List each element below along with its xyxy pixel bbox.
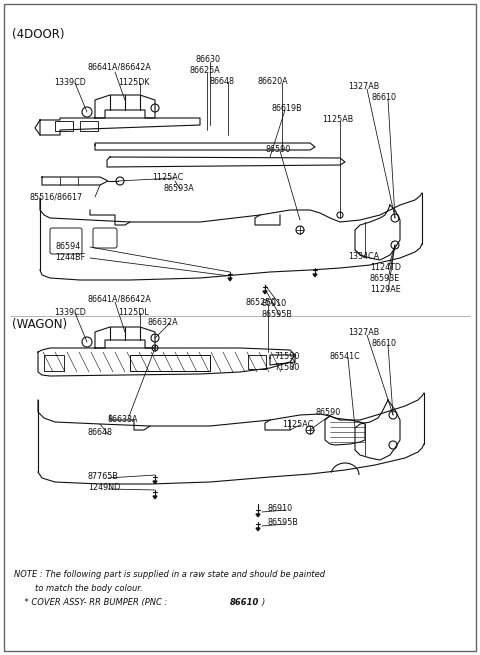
Polygon shape	[228, 278, 232, 281]
Text: 87765B: 87765B	[88, 472, 119, 481]
Text: 1334CA: 1334CA	[348, 252, 379, 261]
Text: 86619B: 86619B	[272, 104, 302, 113]
Text: to match the body colour.: to match the body colour.	[14, 584, 143, 593]
Text: ): )	[262, 598, 265, 607]
Bar	[130, 355, 210, 371]
Text: 1339CD: 1339CD	[54, 308, 86, 317]
Text: NOTE : The following part is supplied in a raw state and should be painted: NOTE : The following part is supplied in…	[14, 570, 325, 579]
Text: (4DOOR): (4DOOR)	[12, 28, 64, 41]
Polygon shape	[153, 496, 157, 499]
Text: 86610: 86610	[372, 339, 397, 348]
Text: 71590: 71590	[274, 352, 300, 361]
Polygon shape	[256, 528, 260, 531]
Polygon shape	[153, 481, 157, 484]
Text: 86593A: 86593A	[163, 184, 194, 193]
Text: 86625A: 86625A	[190, 66, 221, 75]
Text: 1339CD: 1339CD	[54, 78, 86, 87]
Text: 1249ND: 1249ND	[88, 483, 120, 492]
Text: 1125AC: 1125AC	[282, 420, 313, 429]
Text: (WAGON): (WAGON)	[12, 318, 67, 331]
Bar	[248, 355, 266, 369]
Text: 86594: 86594	[55, 242, 80, 251]
Text: 86610: 86610	[230, 598, 259, 607]
Text: 86525C: 86525C	[245, 298, 276, 307]
Polygon shape	[313, 274, 317, 277]
Bar	[80, 121, 98, 131]
Bar	[44, 355, 64, 371]
Text: * COVER ASSY- RR BUMPER (PNC :: * COVER ASSY- RR BUMPER (PNC :	[14, 598, 170, 607]
Text: 86590: 86590	[265, 145, 290, 154]
Polygon shape	[256, 514, 260, 517]
Text: 86648: 86648	[88, 428, 113, 437]
Text: 86541C: 86541C	[330, 352, 361, 361]
Text: 1125AB: 1125AB	[322, 115, 353, 124]
Text: 71580: 71580	[274, 363, 299, 372]
Text: 1125AC: 1125AC	[152, 173, 183, 182]
Text: 86632A: 86632A	[148, 318, 179, 327]
Text: 1125DK: 1125DK	[118, 78, 149, 87]
Text: 1327AB: 1327AB	[348, 82, 379, 91]
Text: 86641A/86642A: 86641A/86642A	[88, 294, 152, 303]
Text: 86595B: 86595B	[262, 310, 293, 319]
Text: 85516/86617: 85516/86617	[30, 192, 83, 201]
Text: 86593E: 86593E	[370, 274, 400, 283]
Text: 1125DL: 1125DL	[118, 308, 149, 317]
Text: 86595B: 86595B	[268, 518, 299, 527]
Polygon shape	[263, 291, 267, 294]
Text: 86590: 86590	[315, 408, 340, 417]
Text: 1327AB: 1327AB	[348, 328, 379, 337]
Text: 86620A: 86620A	[258, 77, 288, 86]
Text: 86648: 86648	[210, 77, 235, 86]
Text: 1244BF: 1244BF	[55, 253, 85, 262]
Text: 86610: 86610	[372, 93, 397, 102]
Text: 86910: 86910	[268, 504, 293, 513]
Text: 86633A: 86633A	[108, 415, 139, 424]
Text: 1124TD: 1124TD	[370, 263, 401, 272]
Text: 86641A/86642A: 86641A/86642A	[88, 62, 152, 71]
Text: 86910: 86910	[262, 299, 287, 308]
Text: 1129AE: 1129AE	[370, 285, 401, 294]
Text: 86630: 86630	[195, 55, 220, 64]
Bar	[55, 121, 73, 131]
